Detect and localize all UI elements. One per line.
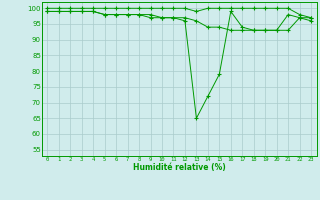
X-axis label: Humidité relative (%): Humidité relative (%)	[133, 163, 226, 172]
